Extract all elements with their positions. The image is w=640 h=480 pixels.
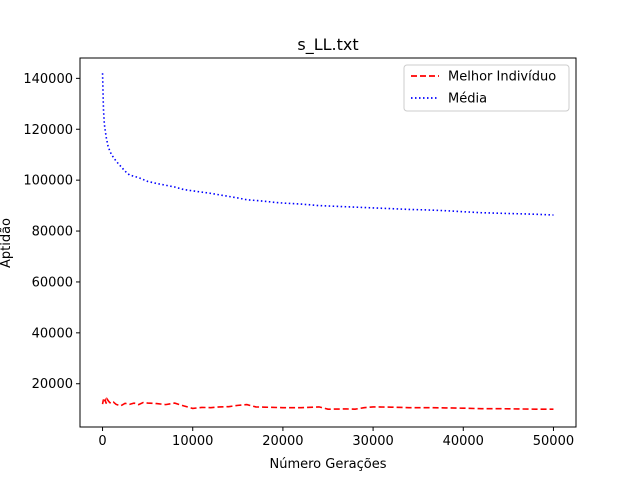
legend-box [403,64,570,112]
y-tick-label: 20000 [32,377,73,392]
plot-area [80,58,576,427]
legend: Melhor Indivíduo Média [403,64,570,112]
x-tick-label: 40000 [443,434,484,449]
y-tick-label: 120000 [23,123,73,138]
y-tick-label: 80000 [32,225,73,240]
legend-label-media: Média [448,92,487,107]
axes-frame [79,57,577,428]
legend-label-melhor-individuo: Melhor Indivíduo [448,70,556,85]
y-tick-label: 140000 [23,72,73,87]
y-tick-label: 40000 [32,326,73,341]
x-tick-label: 50000 [533,434,574,449]
y-tick-label: 60000 [32,275,73,290]
y-tick-label: 100000 [23,174,73,189]
x-tick-label: 10000 [172,434,213,449]
x-tick-label: 20000 [262,434,303,449]
x-tick-label: 0 [98,434,106,449]
ticks-layer: 0 10000 20000 30000 40000 50000 20000 40000 6000… [23,72,574,449]
x-tick-label: 30000 [352,434,393,449]
chart-title: s_LL.txt [297,35,358,55]
y-axis-label: Aptidão [0,218,14,268]
plot-background [80,58,576,427]
axes-layer [79,57,577,428]
x-axis-label: Número Gerações [269,457,386,472]
